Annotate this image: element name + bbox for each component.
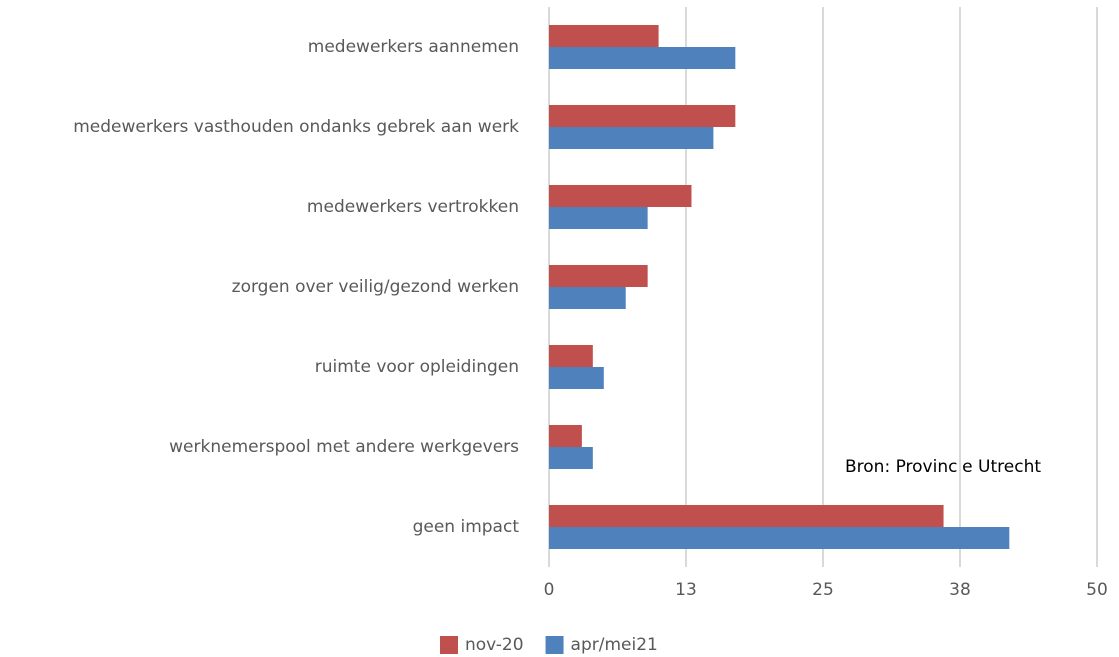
y-tick-label: zorgen over veilig/gezond werken (232, 277, 519, 297)
bar (549, 25, 659, 47)
legend-label: nov-20 (465, 635, 524, 655)
x-tick-label: 25 (812, 580, 834, 600)
bar (549, 287, 626, 309)
bar (549, 425, 582, 447)
y-tick-label: medewerkers aannemen (308, 37, 519, 57)
legend-label: apr/mei21 (571, 635, 658, 655)
bar (549, 105, 736, 127)
y-tick-label: medewerkers vertrokken (307, 197, 519, 217)
y-tick-label: medewerkers vasthouden ondanks gebrek aa… (73, 117, 519, 137)
x-tick-label: 38 (949, 580, 971, 600)
bar (549, 367, 604, 389)
annotation: Bron: Provincie Utrecht (845, 457, 1041, 477)
y-tick-label: ruimte voor opleidingen (315, 357, 519, 377)
bar (549, 127, 714, 149)
legend-swatch (545, 636, 564, 654)
bar (549, 47, 736, 69)
bar (549, 207, 648, 229)
bar (549, 265, 648, 287)
x-tick-label: 0 (544, 580, 555, 600)
bar (549, 505, 944, 527)
bar (549, 527, 1010, 549)
y-tick-label: werknemerspool met andere werkgevers (169, 437, 519, 457)
y-tick-label: geen impact (413, 517, 520, 537)
legend-swatch (440, 636, 458, 654)
bar (549, 447, 593, 469)
x-tick-label: 13 (675, 580, 697, 600)
bar (549, 345, 593, 367)
x-tick-label: 50 (1086, 580, 1108, 600)
bar (549, 185, 692, 207)
